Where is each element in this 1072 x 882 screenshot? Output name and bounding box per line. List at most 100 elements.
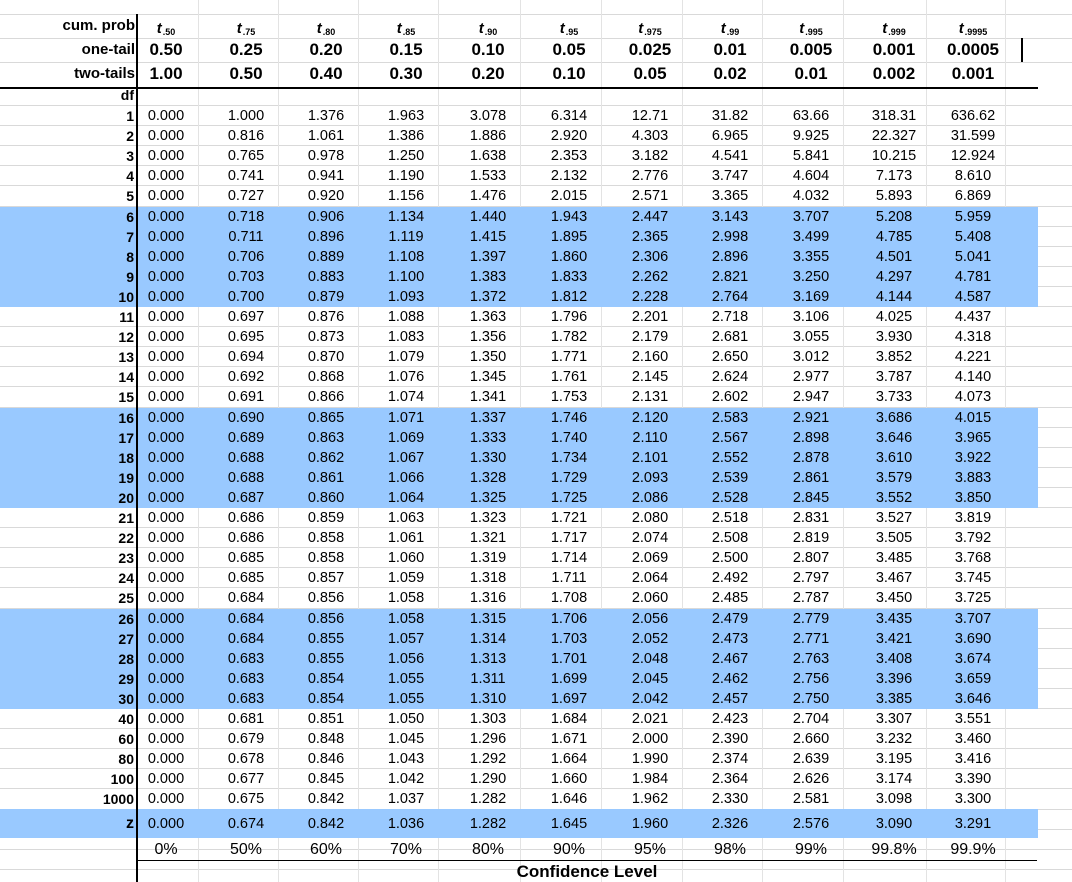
table-cell: 1.833	[550, 268, 588, 285]
table-cell: 2.042	[631, 690, 669, 707]
table-cell: 2.045	[631, 670, 669, 687]
table-cell: 2.624	[711, 369, 749, 386]
table-cell: 1.060	[387, 550, 425, 567]
table-cell: 7.173	[875, 168, 913, 185]
table-cell: 0.000	[147, 108, 185, 124]
table-cell: 3.852	[875, 349, 913, 366]
one-tail-value: 0.005	[789, 40, 833, 59]
table-cell: 0.000	[147, 329, 185, 346]
table-cell: 2.160	[631, 349, 669, 366]
confidence-value: 98%	[713, 841, 747, 858]
table-cell: 1.037	[387, 791, 425, 808]
table-cell: 3.922	[954, 449, 992, 466]
confidence-value: 99%	[794, 841, 828, 858]
table-cell: 1.055	[387, 690, 425, 707]
table-cell: 2.374	[711, 751, 749, 768]
table-cell: 1.328	[469, 469, 507, 486]
table-cell: 5.408	[954, 228, 992, 245]
table-cell: 1.067	[387, 449, 425, 466]
table-cell: 3.850	[954, 489, 992, 506]
column-symbol: t.9995	[933, 20, 1013, 41]
table-cell: 4.032	[792, 188, 830, 205]
table-cell: 4.025	[875, 309, 913, 325]
df-value: 1000	[102, 791, 134, 808]
table-cell: 1.771	[550, 349, 588, 366]
z-cell: 1.645	[550, 816, 588, 832]
table-cell: 3.552	[875, 489, 913, 506]
table-cell: 3.300	[954, 791, 992, 808]
table-cell: 0.741	[227, 168, 265, 185]
z-cell: 1.036	[387, 816, 425, 832]
symbol-t: t	[396, 20, 402, 37]
table-cell: 0.000	[147, 650, 185, 667]
table-cell: 4.437	[954, 309, 992, 325]
table-cell: 2.131	[631, 389, 669, 406]
table-cell: 1.699	[550, 670, 588, 687]
table-cell: 2.000	[631, 731, 669, 748]
table-cell: 636.62	[950, 108, 996, 124]
table-cell: 3.195	[875, 751, 913, 768]
cell-cursor[interactable]	[1021, 38, 1023, 62]
df-value: 28	[118, 650, 134, 667]
table-cell: 0.685	[227, 550, 265, 567]
table-cell: 0.684	[227, 610, 265, 627]
gridline-row	[0, 728, 1072, 729]
table-cell: 1.943	[550, 208, 588, 225]
table-cell: 2.763	[792, 650, 830, 667]
table-cell: 1.753	[550, 389, 588, 406]
table-cell: 1.782	[550, 329, 588, 346]
highlight-band	[0, 407, 1038, 508]
table-cell: 2.552	[711, 449, 749, 466]
table-cell: 0.889	[307, 248, 345, 265]
table-cell: 2.821	[711, 268, 749, 285]
table-cell: 1.703	[550, 630, 588, 647]
table-cell: 2.787	[792, 590, 830, 607]
gridline-row	[0, 849, 1072, 850]
table-cell: 1.397	[469, 248, 507, 265]
table-cell: 3.787	[875, 369, 913, 386]
table-cell: 1.330	[469, 449, 507, 466]
confidence-value: 95%	[633, 841, 667, 858]
table-cell: 4.073	[954, 389, 992, 406]
table-cell: 3.527	[875, 510, 913, 526]
table-cell: 2.069	[631, 550, 669, 567]
header-bottom-border	[0, 87, 1038, 89]
table-cell: 0.689	[227, 429, 265, 446]
table-cell: 4.144	[875, 288, 913, 305]
table-cell: 1.341	[469, 389, 507, 406]
table-cell: 0.765	[227, 148, 265, 165]
table-cell: 0.697	[227, 309, 265, 325]
gridline-row	[0, 567, 1072, 568]
table-cell: 2.831	[792, 510, 830, 526]
symbol-t: t	[958, 20, 964, 37]
table-cell: 0.860	[307, 489, 345, 506]
table-cell: 4.303	[631, 128, 669, 145]
table-cell: 1.886	[469, 128, 507, 145]
table-cell: 3.646	[875, 429, 913, 446]
two-tails-value: 1.00	[149, 64, 183, 83]
gridline-row	[0, 366, 1072, 367]
confidence-value: 99.8%	[871, 841, 917, 858]
gridline-row	[0, 386, 1072, 387]
table-cell: 2.704	[792, 711, 830, 727]
table-cell: 0.816	[227, 128, 265, 145]
table-cell: 2.086	[631, 489, 669, 506]
table-cell: 2.947	[792, 389, 830, 406]
table-cell: 1.119	[388, 228, 424, 245]
table-cell: 4.297	[875, 268, 913, 285]
two-tails-value: 0.01	[794, 64, 828, 83]
table-cell: 0.683	[227, 690, 265, 707]
df-value: 23	[118, 550, 134, 567]
table-cell: 2.120	[631, 409, 669, 426]
df-value: 17	[118, 429, 134, 446]
table-cell: 0.866	[307, 389, 345, 406]
column-symbol: t.995	[771, 20, 851, 41]
table-cell: 3.707	[792, 208, 830, 225]
table-cell: 4.785	[875, 228, 913, 245]
symbol-subscript: .80	[322, 27, 336, 37]
table-cell: 2.365	[631, 228, 669, 245]
table-cell: 3.250	[792, 268, 830, 285]
table-cell: 0.859	[307, 510, 345, 526]
table-cell: 2.771	[792, 630, 830, 647]
